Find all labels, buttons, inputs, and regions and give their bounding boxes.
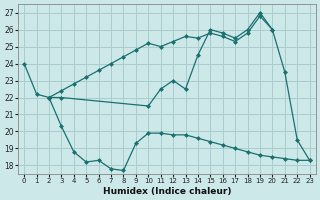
X-axis label: Humidex (Indice chaleur): Humidex (Indice chaleur) — [103, 187, 231, 196]
